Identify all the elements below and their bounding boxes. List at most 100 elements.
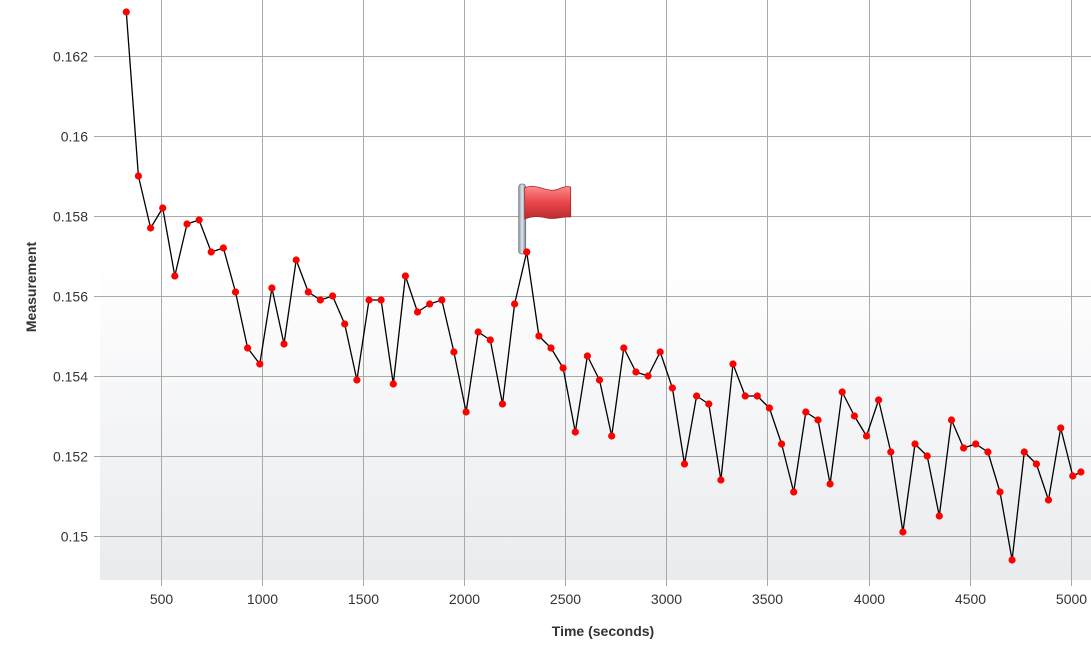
- data-point[interactable]: [1077, 468, 1085, 476]
- data-point[interactable]: [341, 320, 349, 328]
- data-point[interactable]: [632, 368, 640, 376]
- data-point[interactable]: [1020, 448, 1028, 456]
- data-point[interactable]: [862, 432, 871, 440]
- data-point[interactable]: [147, 224, 155, 232]
- data-point[interactable]: [280, 340, 288, 348]
- data-point[interactable]: [474, 328, 482, 336]
- x-axis-title: Time (seconds): [552, 623, 654, 639]
- y-tick-label: 0.162: [53, 49, 88, 65]
- data-point[interactable]: [426, 300, 434, 308]
- data-point[interactable]: [680, 460, 689, 468]
- data-point[interactable]: [1032, 460, 1040, 468]
- data-point[interactable]: [1057, 424, 1065, 432]
- flag-icon[interactable]: [518, 183, 572, 256]
- data-point[interactable]: [547, 344, 555, 352]
- data-point[interactable]: [183, 220, 191, 228]
- data-point[interactable]: [1069, 472, 1077, 480]
- data-point[interactable]: [535, 332, 543, 340]
- data-point[interactable]: [947, 416, 956, 424]
- x-tick-label: 1500: [348, 591, 379, 607]
- gridlines: [94, 0, 1091, 586]
- data-point[interactable]: [705, 400, 713, 408]
- data-point[interactable]: [353, 376, 361, 384]
- data-point[interactable]: [765, 404, 774, 412]
- data-point[interactable]: [244, 344, 252, 352]
- y-tick-label: 0.152: [53, 449, 88, 465]
- data-point[interactable]: [668, 384, 677, 392]
- data-point[interactable]: [510, 300, 519, 308]
- data-point[interactable]: [256, 360, 264, 368]
- data-point[interactable]: [304, 288, 312, 296]
- data-point[interactable]: [838, 388, 846, 396]
- data-point[interactable]: [486, 336, 494, 344]
- data-point[interactable]: [911, 440, 919, 448]
- data-point[interactable]: [377, 296, 385, 304]
- data-point[interactable]: [656, 348, 664, 356]
- data-point[interactable]: [960, 444, 968, 452]
- data-point[interactable]: [790, 488, 798, 496]
- data-point[interactable]: [814, 416, 822, 424]
- data-point[interactable]: [729, 360, 737, 368]
- data-point[interactable]: [644, 372, 652, 380]
- x-tick-label: 4000: [854, 591, 885, 607]
- x-tick-label: 2500: [550, 591, 581, 607]
- data-point[interactable]: [935, 512, 943, 520]
- data-point[interactable]: [559, 364, 567, 372]
- x-axis-ticks: 500 1000 1500 2000 2500 3000 3500 4000 4500 5000: [150, 591, 1087, 607]
- y-axis-title: Measurement: [23, 242, 39, 333]
- data-point[interactable]: [316, 296, 324, 304]
- data-point[interactable]: [693, 392, 701, 400]
- plot-area: [100, 0, 1091, 580]
- data-point[interactable]: [595, 376, 604, 384]
- data-point[interactable]: [329, 292, 337, 300]
- data-point[interactable]: [571, 428, 579, 436]
- data-point[interactable]: [207, 248, 215, 256]
- x-tick-label: 3000: [651, 591, 682, 607]
- x-tick-label: 3500: [752, 591, 783, 607]
- data-point[interactable]: [850, 412, 859, 420]
- y-tick-label: 0.156: [53, 289, 88, 305]
- data-point[interactable]: [219, 244, 227, 252]
- data-point[interactable]: [292, 256, 300, 264]
- data-point[interactable]: [450, 348, 458, 356]
- data-point[interactable]: [887, 448, 895, 456]
- data-point[interactable]: [462, 408, 470, 416]
- data-point[interactable]: [583, 352, 592, 360]
- x-tick-label: 4500: [955, 591, 986, 607]
- data-point[interactable]: [1008, 556, 1016, 564]
- data-point[interactable]: [826, 480, 834, 488]
- data-point[interactable]: [899, 528, 907, 536]
- y-tick-label: 0.158: [53, 209, 88, 225]
- data-point[interactable]: [996, 488, 1004, 496]
- data-point[interactable]: [134, 172, 142, 180]
- data-point[interactable]: [717, 476, 725, 484]
- data-point[interactable]: [875, 396, 883, 404]
- data-point[interactable]: [778, 440, 786, 448]
- data-point[interactable]: [753, 392, 761, 400]
- data-point[interactable]: [802, 408, 810, 416]
- data-point[interactable]: [438, 296, 446, 304]
- y-tick-label: 0.15: [61, 529, 88, 545]
- x-tick-label: 5000: [1056, 591, 1087, 607]
- data-point[interactable]: [365, 296, 373, 304]
- data-point[interactable]: [923, 452, 931, 460]
- data-point[interactable]: [389, 380, 397, 388]
- data-point[interactable]: [1044, 496, 1053, 504]
- data-point[interactable]: [159, 204, 167, 212]
- data-point[interactable]: [195, 216, 203, 224]
- y-tick-label: 0.16: [61, 129, 88, 145]
- data-point[interactable]: [401, 272, 409, 280]
- data-point[interactable]: [620, 344, 628, 352]
- data-point[interactable]: [608, 432, 616, 440]
- data-point[interactable]: [413, 308, 422, 316]
- data-point[interactable]: [741, 392, 749, 400]
- data-point[interactable]: [171, 272, 179, 280]
- data-point[interactable]: [268, 284, 276, 292]
- data-point[interactable]: [231, 288, 240, 296]
- data-point[interactable]: [122, 8, 130, 16]
- data-point[interactable]: [984, 448, 992, 456]
- data-point[interactable]: [498, 400, 507, 408]
- data-point[interactable]: [972, 440, 980, 448]
